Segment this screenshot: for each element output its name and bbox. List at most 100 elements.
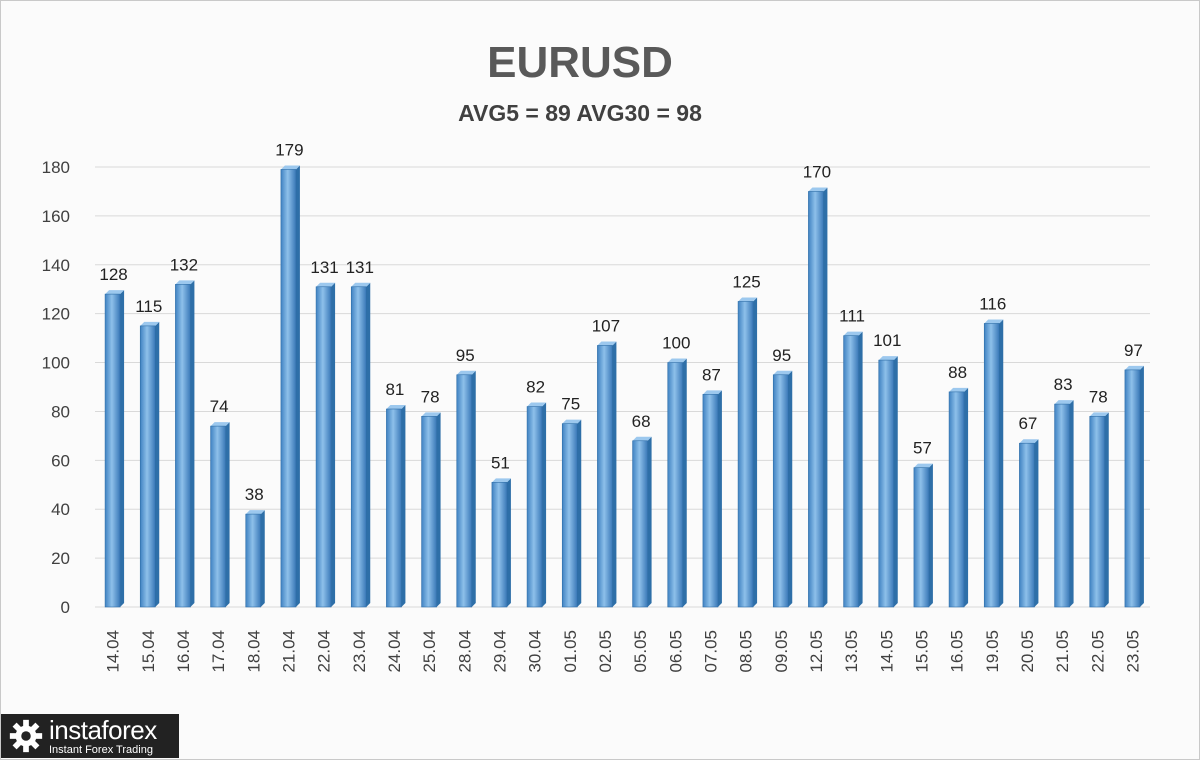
bar-top <box>351 282 371 287</box>
bars <box>104 165 1144 608</box>
bar-top <box>456 370 476 375</box>
x-tick-label: 05.05 <box>631 630 650 673</box>
x-tick-label: 15.05 <box>912 630 931 673</box>
bar-side <box>471 370 476 607</box>
bar-top <box>245 510 265 515</box>
data-labels: 128 115 132 74 38 179 131 131 81 78 95 51 82 75 107 68 1… <box>99 140 1142 504</box>
x-tick-label: 15.04 <box>139 630 158 673</box>
data-label: 100 <box>662 334 690 353</box>
data-label: 82 <box>526 378 545 397</box>
x-tick-label: 02.05 <box>596 630 615 673</box>
bar <box>526 406 543 608</box>
bar-top <box>984 319 1004 324</box>
bar-side <box>717 390 722 607</box>
instaforex-logo: instaforex Instant Forex Trading <box>1 714 179 758</box>
data-label: 116 <box>979 294 1006 313</box>
x-tick-label: 13.05 <box>842 630 861 673</box>
data-label: 83 <box>1054 375 1073 394</box>
bar-top <box>421 412 441 417</box>
x-tick-label: 30.04 <box>526 630 545 673</box>
logo-tagline: Instant Forex Trading <box>49 743 153 756</box>
bar-side <box>928 463 933 607</box>
x-tick-label: 23.04 <box>350 630 369 673</box>
chart-title: EURUSD <box>487 38 673 87</box>
bar <box>421 416 437 608</box>
x-tick-label: 18.04 <box>244 630 263 673</box>
data-label: 57 <box>913 439 932 458</box>
bar <box>667 362 684 608</box>
data-label: 74 <box>210 397 229 416</box>
data-label: 170 <box>803 162 831 181</box>
gear-logo-icon <box>9 719 43 753</box>
data-label: 115 <box>135 297 162 316</box>
data-label: 87 <box>702 365 721 384</box>
data-label: 97 <box>1124 341 1143 360</box>
bar <box>280 169 297 608</box>
bar-top <box>280 165 300 170</box>
data-label: 78 <box>1089 387 1108 406</box>
bar <box>1124 369 1141 608</box>
x-tick-label: 22.04 <box>315 630 334 673</box>
bar-top <box>175 280 195 285</box>
x-tick-label: 21.05 <box>1053 630 1072 673</box>
bar-top <box>1019 439 1039 444</box>
x-tick-label: 22.05 <box>1088 630 1107 673</box>
y-axis-ticks: 0 20 40 60 80 100 120 140 160 180 <box>42 158 70 617</box>
x-tick-label: 20.05 <box>1018 630 1037 673</box>
bar-side <box>577 419 582 607</box>
bar-side <box>542 402 547 607</box>
y-tick-label: 40 <box>51 500 70 519</box>
bar-side <box>1139 365 1144 607</box>
bar <box>1089 416 1106 608</box>
bar-top <box>843 331 863 336</box>
bar-side <box>1034 439 1039 607</box>
bar-side <box>647 436 652 607</box>
bar <box>948 391 965 608</box>
bar <box>1054 403 1070 608</box>
x-tick-label: 06.05 <box>666 630 685 673</box>
y-tick-label: 180 <box>42 158 70 177</box>
bar-top <box>949 387 969 392</box>
bar <box>597 345 613 608</box>
x-tick-label: 25.04 <box>420 630 439 673</box>
x-tick-label: 12.05 <box>807 630 826 673</box>
bar-top <box>913 463 933 468</box>
bar-side <box>612 341 617 607</box>
bar-top <box>316 282 336 287</box>
bar <box>808 191 824 608</box>
x-tick-label: 14.05 <box>877 630 896 673</box>
bar-side <box>823 187 828 607</box>
bar-top <box>105 290 125 295</box>
bar-side <box>155 321 160 607</box>
data-label: 75 <box>561 395 580 414</box>
bar-side <box>331 282 336 607</box>
x-tick-label: 28.04 <box>455 630 474 673</box>
bar-top <box>878 356 898 361</box>
bar-top <box>1089 412 1109 417</box>
bar-side <box>295 165 300 607</box>
bar <box>175 284 191 608</box>
bar-side <box>120 290 125 607</box>
data-label: 179 <box>275 140 303 159</box>
bar-top <box>491 478 511 483</box>
data-label: 128 <box>99 265 127 284</box>
bar <box>139 325 156 608</box>
x-tick-label: 21.04 <box>279 630 298 673</box>
bar-top <box>1054 400 1074 405</box>
y-tick-label: 80 <box>51 402 70 421</box>
x-axis-ticks: 14.04 15.04 16.04 17.04 18.04 21.04 22.04 23.04… <box>104 630 1143 673</box>
y-tick-label: 120 <box>42 305 70 324</box>
bar-side <box>893 356 898 607</box>
bar-top <box>702 390 722 395</box>
x-tick-label: 23.05 <box>1123 630 1142 673</box>
y-tick-label: 60 <box>51 451 70 470</box>
bar <box>210 425 226 608</box>
x-tick-label: 24.04 <box>385 630 404 673</box>
data-label: 111 <box>839 307 865 326</box>
bar-top <box>527 402 547 407</box>
x-tick-label: 19.05 <box>983 630 1002 673</box>
bar-top <box>386 405 406 409</box>
data-label: 51 <box>491 453 510 472</box>
x-tick-label: 09.05 <box>772 630 791 673</box>
